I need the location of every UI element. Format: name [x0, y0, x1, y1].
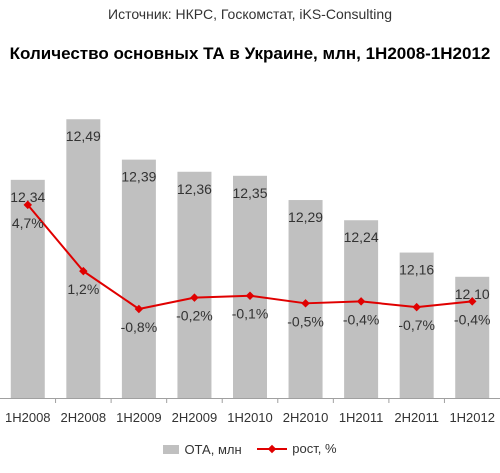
bar-value-label: 12,10	[455, 286, 490, 302]
x-tick-label: 2H2008	[61, 410, 107, 425]
x-tick-label: 1H2008	[5, 410, 51, 425]
legend-bars-label: ОТА, млн	[184, 441, 242, 457]
growth-value-label: -0,2%	[176, 308, 213, 324]
growth-value-label: -0,4%	[343, 311, 380, 327]
bar-1H2010	[233, 175, 267, 398]
growth-point-2H2011	[412, 302, 421, 312]
growth-value-label: -0,8%	[121, 319, 158, 335]
growth-point-2H2008	[79, 266, 88, 276]
chart-plot: 12,34 12,49 12,39 12,36 12,35 12,29 12,24 12,16…	[0, 119, 500, 425]
bar-value-label: 12,39	[121, 169, 156, 185]
x-tick-label: 1H2010	[227, 410, 273, 425]
growth-value-label: 1,2%	[67, 281, 99, 297]
x-tick-label: 1H2009	[116, 410, 162, 425]
bar-value-label: 12,34	[10, 189, 45, 205]
chart-source: Источник: НКРС, Госкомстат, iKS-Consulti…	[108, 6, 392, 22]
bar-value-label: 12,49	[66, 128, 101, 144]
x-tick-label: 2H2011	[394, 410, 439, 425]
legend-item-line: рост, %	[257, 441, 337, 456]
bar-2H2009	[177, 171, 212, 398]
chart-title: Количество основных ТА в Украине, млн, 1…	[9, 44, 491, 63]
x-tick-label: 1H2011	[339, 410, 384, 425]
growth-value-label: 4,7%	[12, 215, 44, 231]
bar-1H2009	[121, 159, 156, 398]
bar-value-label: 12,24	[344, 229, 379, 245]
x-tick-label: 1H2012	[449, 410, 495, 425]
growth-point-1H2010	[245, 291, 255, 300]
growth-value-label: -0,5%	[287, 313, 324, 329]
bar-1H2011	[344, 220, 379, 398]
bar-2H2010	[288, 200, 323, 398]
bar-2H2011	[399, 252, 434, 398]
chart-legend: ОТА, млн рост, %	[0, 441, 500, 457]
legend-line-swatch	[257, 444, 288, 454]
growth-value-label: -0,1%	[232, 306, 269, 322]
growth-point-1H2009	[134, 304, 144, 314]
bar-2H2008	[66, 119, 101, 399]
growth-point-1H2011	[356, 297, 366, 306]
legend-item-bars: ОТА, млн	[163, 441, 242, 457]
legend-line-label: рост, %	[292, 441, 337, 456]
growth-value-label: -0,7%	[398, 317, 435, 333]
growth-point-2H2009	[190, 293, 199, 302]
x-tick-label: 2H2009	[172, 410, 218, 425]
legend-bar-swatch	[163, 444, 180, 454]
x-tick-label: 2H2010	[283, 410, 329, 425]
bar-value-label: 12,36	[177, 181, 212, 197]
growth-point-1H2012	[467, 297, 477, 306]
bar-value-label: 12,29	[288, 209, 323, 225]
growth-value-label: -0,4%	[454, 311, 491, 327]
bar-value-label: 12,35	[232, 185, 267, 201]
bar-1H2012	[455, 276, 490, 398]
bar-value-label: 12,16	[399, 262, 434, 278]
growth-point-2H2010	[301, 299, 310, 308]
bar-1H2008	[10, 179, 45, 398]
